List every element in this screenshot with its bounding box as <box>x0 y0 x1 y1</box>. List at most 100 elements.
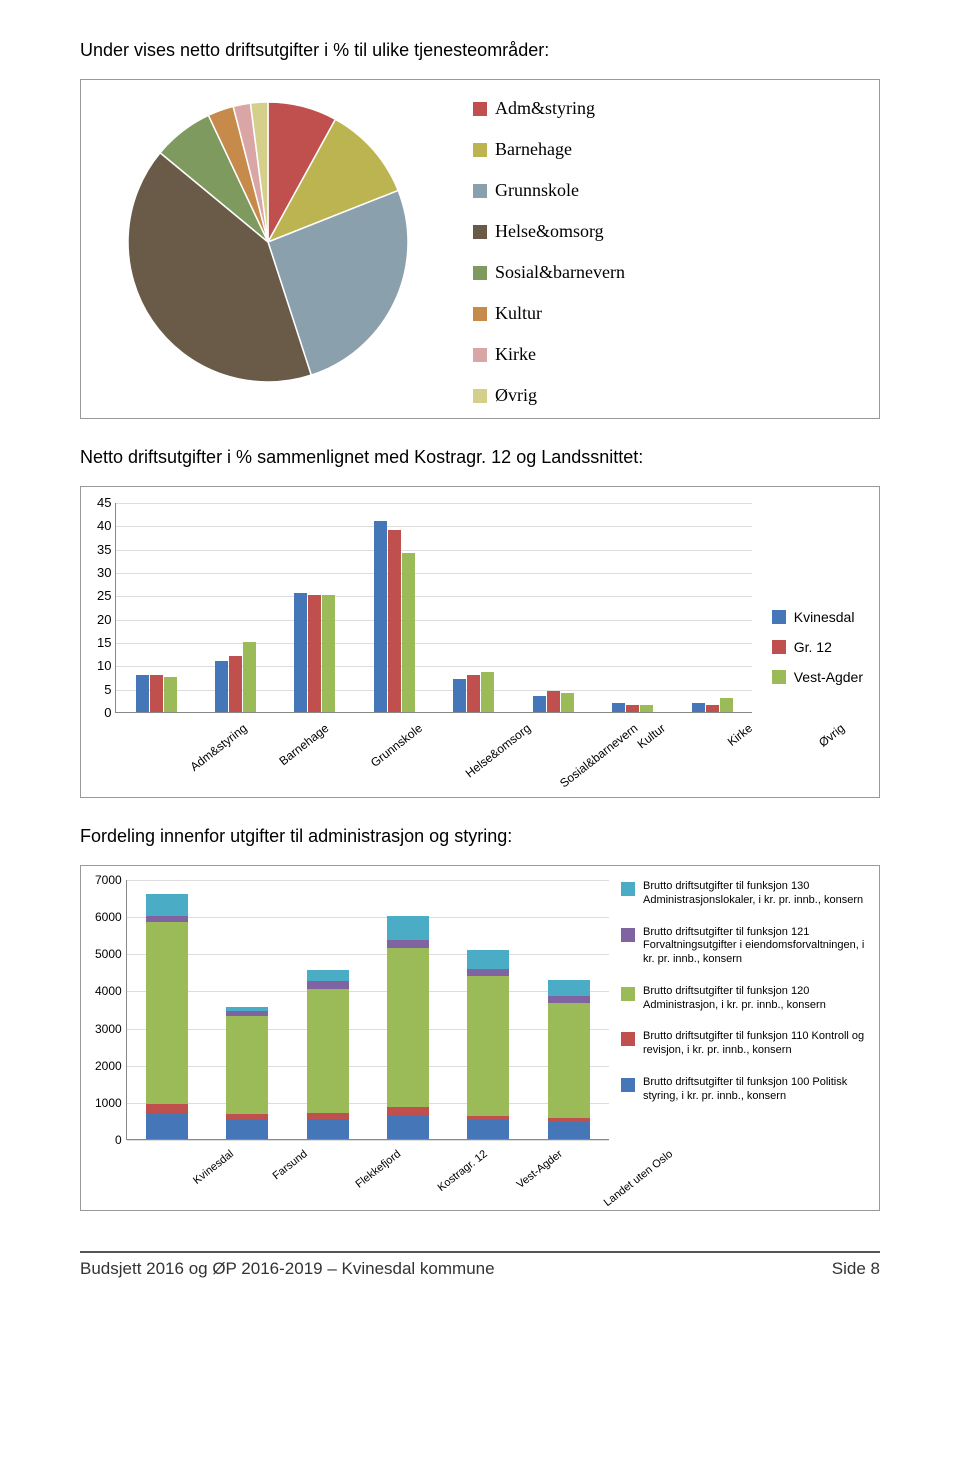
page-footer: Budsjett 2016 og ØP 2016-2019 – Kvinesda… <box>80 1251 880 1279</box>
bar-segment <box>387 916 429 940</box>
bar <box>692 703 705 712</box>
footer-right-text: Side 8 <box>832 1259 880 1279</box>
legend-item: Brutto driftsutgifter til funksjon 120 A… <box>621 985 869 1013</box>
stacked-bar <box>467 950 509 1139</box>
bar <box>136 675 149 712</box>
x-tick-label: Kvinesdal <box>191 1148 236 1187</box>
legend-item: Brutto driftsutgifter til funksjon 110 K… <box>621 1030 869 1058</box>
stacked-bar-plot <box>126 880 609 1140</box>
legend-item: Brutto driftsutgifter til funksjon 130 A… <box>621 880 869 908</box>
bar <box>481 672 494 712</box>
legend-item: Øvrig <box>473 385 625 406</box>
legend-label: Brutto driftsutgifter til funksjon 110 K… <box>643 1030 869 1058</box>
stacked-bar <box>307 970 349 1139</box>
legend-label: Kirke <box>495 344 536 365</box>
bar <box>243 642 256 712</box>
x-tick-label: Kultur <box>634 721 667 751</box>
stacked-bar <box>387 916 429 1139</box>
legend-swatch <box>772 640 786 654</box>
bar-group <box>533 691 574 712</box>
bar-group <box>136 675 177 712</box>
legend-label: Brutto driftsutgifter til funksjon 120 A… <box>643 985 869 1013</box>
intro-text-3: Fordeling innenfor utgifter til administ… <box>80 826 880 847</box>
legend-label: Brutto driftsutgifter til funksjon 130 A… <box>643 880 869 908</box>
bar <box>308 595 321 712</box>
grouped-bar-chart-container: 454035302520151050 Adm&styring Barnehage G… <box>80 486 880 798</box>
legend-label: Adm&styring <box>495 98 595 119</box>
footer-left-text: Budsjett 2016 og ØP 2016-2019 – Kvinesda… <box>80 1259 495 1279</box>
bar <box>215 661 228 712</box>
stacked-bar <box>548 980 590 1139</box>
legend-item: Barnehage <box>473 139 625 160</box>
bar-segment <box>387 948 429 1108</box>
legend-item: Kvinesdal <box>772 609 863 625</box>
x-tick-label: Adm&styring <box>187 721 249 774</box>
grouped-bar-legend: Kvinesdal Gr. 12 Vest-Agder <box>752 503 863 791</box>
bar-segment <box>467 950 509 969</box>
legend-item: Vest-Agder <box>772 669 863 685</box>
legend-label: Grunnskole <box>495 180 579 201</box>
footer-divider <box>80 1251 880 1253</box>
bar <box>164 677 177 712</box>
x-tick-label: Sosial&barnevern <box>557 721 640 790</box>
legend-swatch <box>621 987 635 1001</box>
legend-swatch <box>473 102 487 116</box>
bar-segment <box>467 969 509 976</box>
legend-swatch <box>772 670 786 684</box>
bar-segment <box>146 1104 188 1113</box>
x-tick-label: Barnehage <box>276 721 331 768</box>
stacked-y-axis: 70006000500040003000200010000 <box>95 880 126 1140</box>
bar-segment <box>387 1107 429 1114</box>
bar-segment <box>387 1115 429 1139</box>
stacked-bar <box>146 894 188 1139</box>
x-tick-label: Flekkefjord <box>354 1148 404 1191</box>
bar-segment <box>226 1119 268 1139</box>
bar <box>612 703 625 712</box>
stacked-bar <box>226 1007 268 1139</box>
legend-label: Sosial&barnevern <box>495 262 625 283</box>
legend-label: Helse&omsorg <box>495 221 604 242</box>
legend-label: Brutto driftsutgifter til funksjon 100 P… <box>643 1076 869 1104</box>
bar-groups <box>116 503 751 712</box>
x-tick-label: Helse&omsorg <box>462 721 533 780</box>
bar-segment <box>548 1003 590 1118</box>
bar-y-axis: 454035302520151050 <box>97 503 115 713</box>
legend-swatch <box>621 882 635 896</box>
legend-label: Kvinesdal <box>794 609 855 625</box>
legend-item: Helse&omsorg <box>473 221 625 242</box>
legend-item: Kirke <box>473 344 625 365</box>
legend-item: Kultur <box>473 303 625 324</box>
bar-segment <box>548 1122 590 1139</box>
legend-swatch <box>473 389 487 403</box>
legend-item: Grunnskole <box>473 180 625 201</box>
intro-text-2: Netto driftsutgifter i % sammenlignet me… <box>80 447 880 468</box>
bar-segment <box>307 989 349 1113</box>
bar <box>150 675 163 712</box>
bar-segment <box>467 1120 509 1139</box>
bar-segment <box>146 1113 188 1139</box>
legend-label: Brutto driftsutgifter til funksjon 121 F… <box>643 926 869 967</box>
y-tick-label: 0 <box>97 713 111 736</box>
legend-item: Sosial&barnevern <box>473 262 625 283</box>
pie-chart <box>93 92 443 392</box>
legend-item: Gr. 12 <box>772 639 863 655</box>
bar-segment <box>387 940 429 947</box>
bar <box>467 675 480 712</box>
y-tick-label: 0 <box>95 1140 122 1177</box>
bar <box>720 698 733 712</box>
bar <box>547 691 560 712</box>
bar-group <box>374 521 415 712</box>
legend-label: Vest-Agder <box>794 669 863 685</box>
legend-label: Øvrig <box>495 385 537 406</box>
bar-segment <box>548 996 590 1003</box>
bar-segment <box>467 976 509 1115</box>
legend-swatch <box>621 1032 635 1046</box>
legend-swatch <box>473 348 487 362</box>
legend-label: Gr. 12 <box>794 639 832 655</box>
pie-legend: Adm&styring Barnehage Grunnskole Helse&omso… <box>473 92 625 406</box>
legend-swatch <box>473 307 487 321</box>
grouped-bar-plot <box>115 503 751 713</box>
bar <box>294 593 307 712</box>
bar <box>322 595 335 712</box>
bar-segment <box>146 922 188 1104</box>
